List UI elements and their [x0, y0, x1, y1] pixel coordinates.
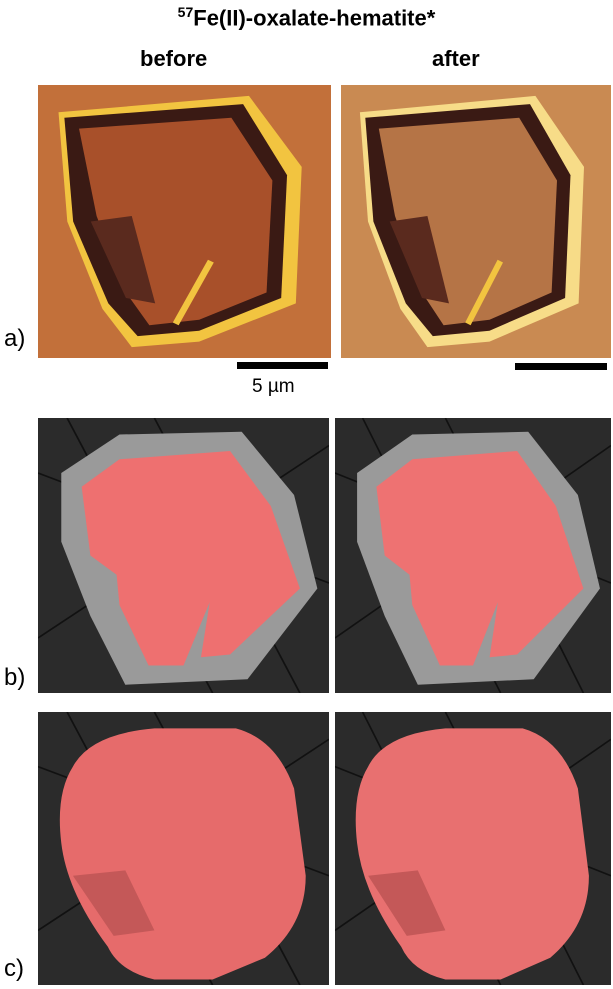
- figure: 57Fe(II)-oxalate-hematite* before after …: [0, 0, 613, 989]
- scale-label: 5 µm: [252, 376, 295, 398]
- mask-image: [38, 712, 329, 985]
- mask-image: [335, 418, 611, 693]
- figure-title: 57Fe(II)-oxalate-hematite*: [0, 4, 613, 31]
- scale-bar: [515, 363, 607, 370]
- mask-image: [335, 712, 611, 985]
- row-label: c): [4, 955, 24, 983]
- title-text: Fe(II)-oxalate-hematite*: [193, 5, 435, 30]
- column-label: after: [432, 46, 480, 72]
- row-label: a): [4, 325, 25, 353]
- afm-image: [38, 85, 331, 358]
- column-label: before: [140, 46, 207, 72]
- scale-bar: [237, 362, 328, 369]
- title-superscript: 57: [178, 4, 194, 20]
- mask-image: [38, 418, 329, 693]
- row-label: b): [4, 664, 25, 692]
- afm-image: [341, 85, 611, 358]
